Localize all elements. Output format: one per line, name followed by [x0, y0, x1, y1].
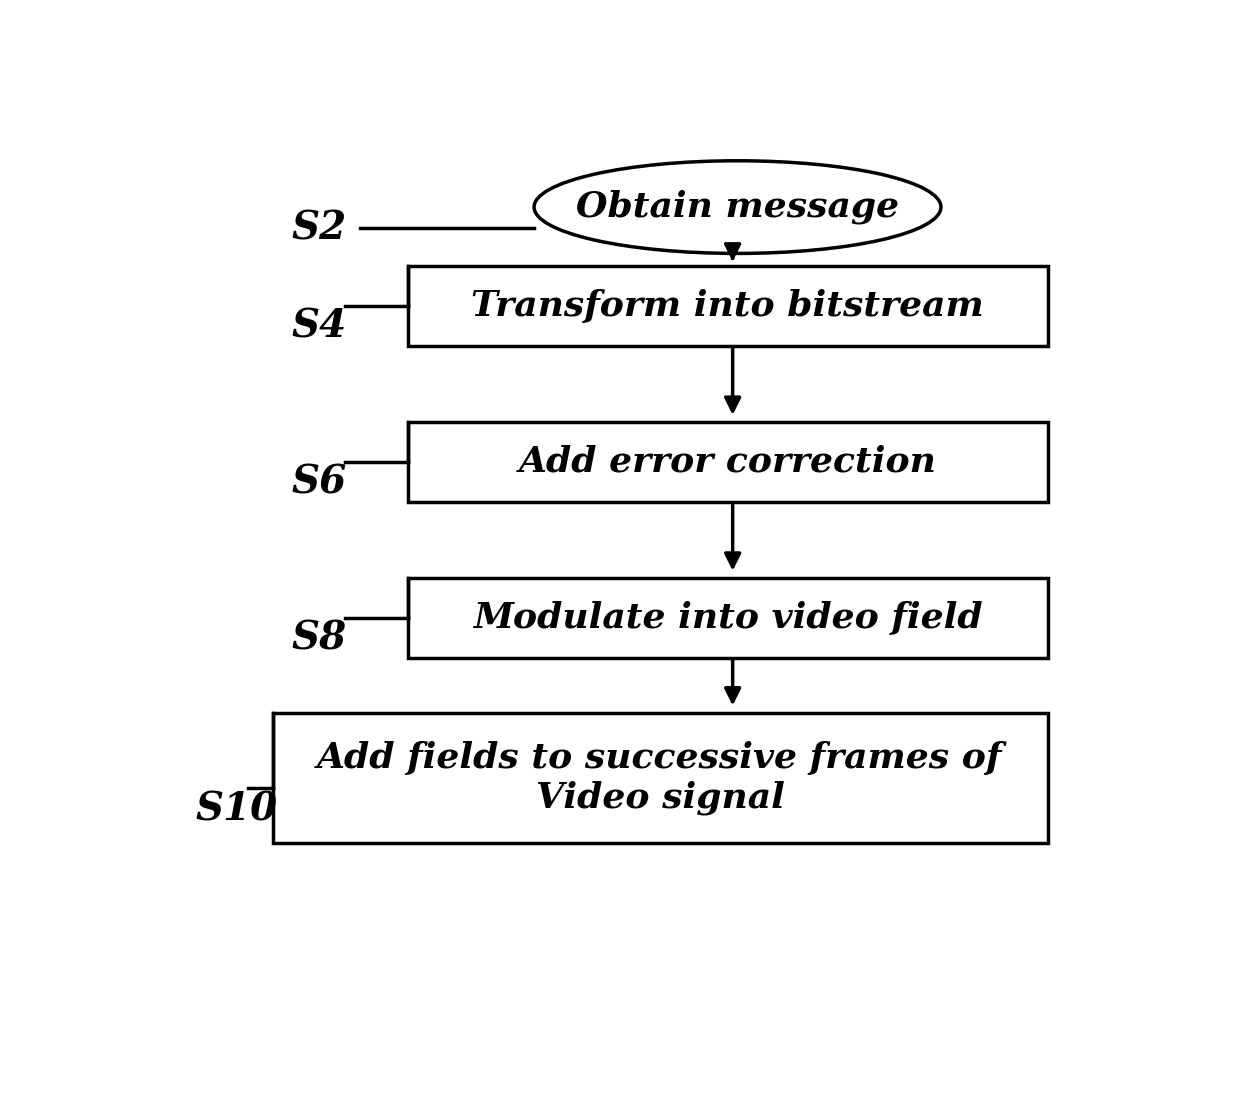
Text: Add fields to successive frames of
Video signal: Add fields to successive frames of Video…: [318, 741, 1002, 815]
Text: Modulate into video field: Modulate into video field: [472, 601, 982, 635]
Bar: [408, 578, 1048, 657]
Text: Obtain message: Obtain message: [576, 190, 899, 224]
Text: S6: S6: [292, 464, 348, 501]
Text: S8: S8: [292, 619, 348, 657]
Bar: [408, 266, 1048, 346]
Text: Add error correction: Add error correction: [519, 445, 936, 479]
Text: Transform into bitstream: Transform into bitstream: [471, 289, 984, 323]
Bar: [408, 422, 1048, 502]
Text: S2: S2: [292, 209, 348, 247]
Text: S4: S4: [292, 307, 348, 346]
Bar: [272, 712, 1048, 843]
Text: S10: S10: [195, 790, 278, 828]
